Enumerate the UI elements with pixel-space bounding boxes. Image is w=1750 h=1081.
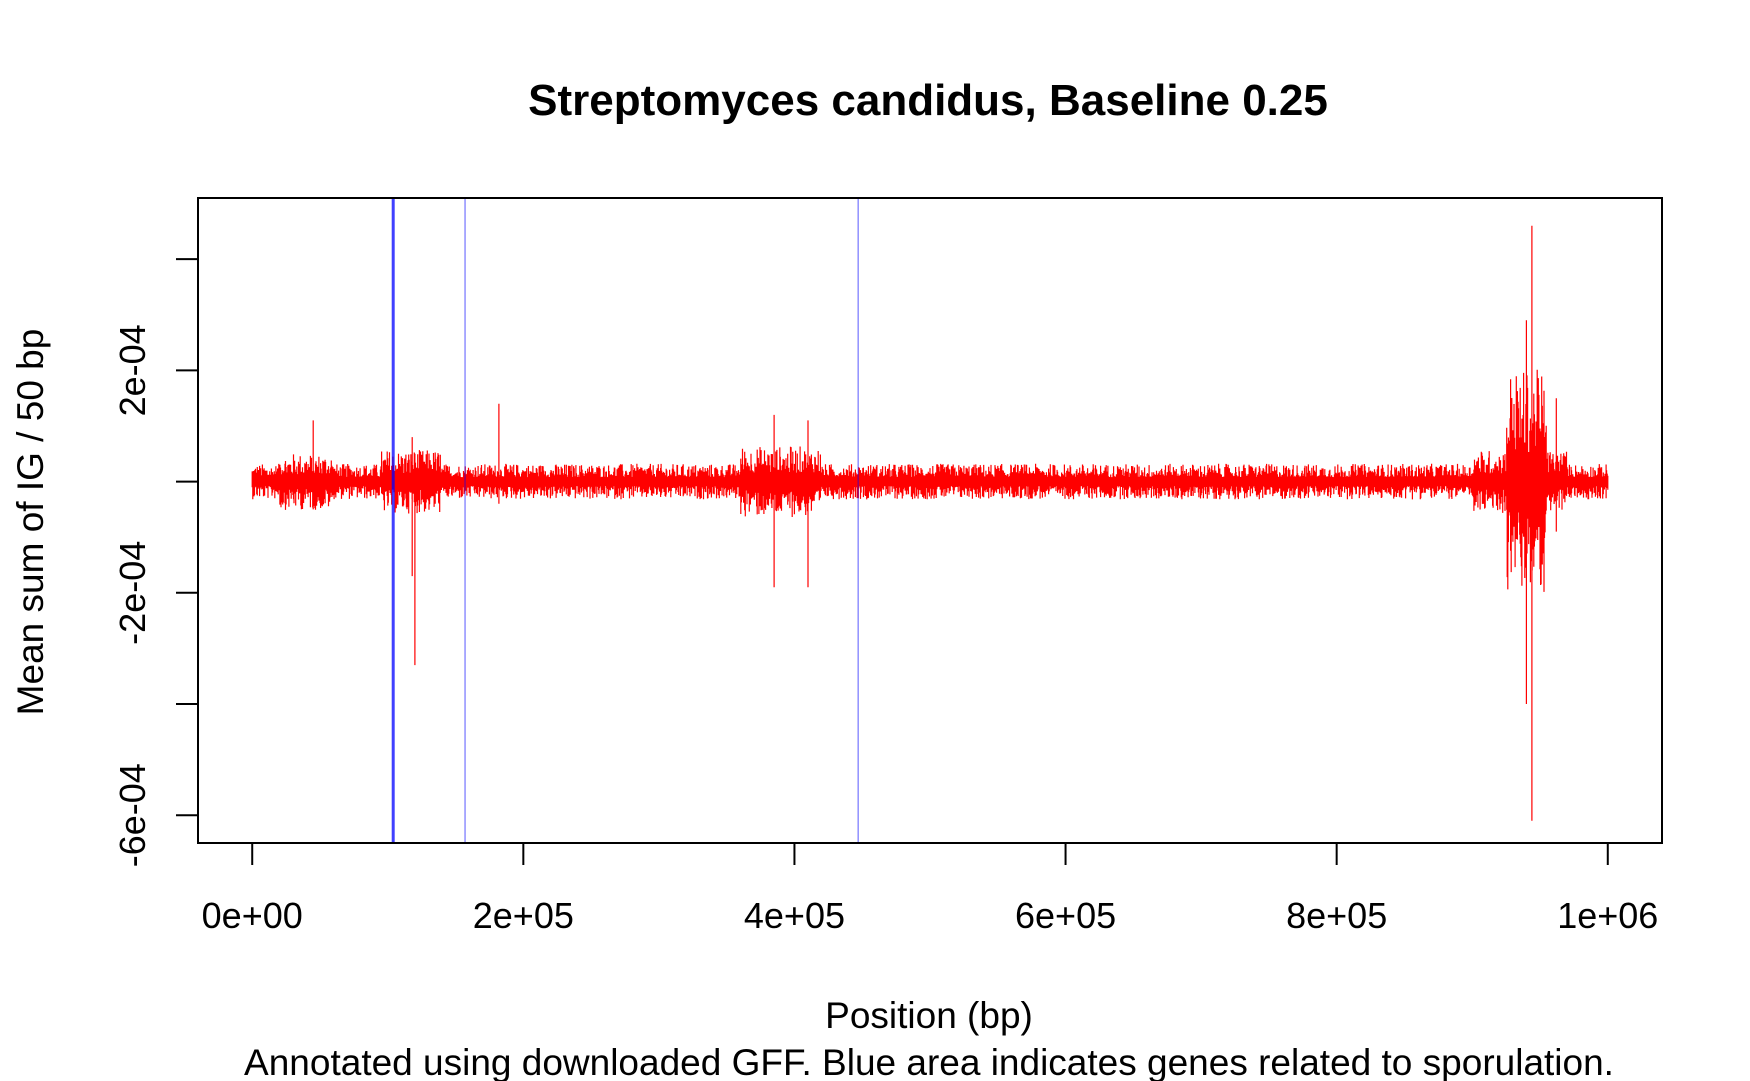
plot-area (251, 198, 1609, 843)
plot-frame (197, 197, 1663, 844)
y-axis-label: Mean sum of IG / 50 bp (10, 329, 51, 716)
x-tick-label: 6e+05 (1015, 895, 1116, 936)
signal-trace (251, 225, 1609, 821)
x-tick-label: 0e+00 (202, 895, 303, 936)
x-tick-label: 8e+05 (1286, 895, 1387, 936)
y-axis: -6e-04 -2e-04 2e-04 (112, 258, 199, 867)
x-axis-label: Position (bp) (825, 995, 1033, 1036)
sporulation-markers (391, 198, 859, 843)
x-tick-label: 1e+06 (1557, 895, 1658, 936)
x-tick-label: 4e+05 (744, 895, 845, 936)
ig-signal-series (251, 225, 1609, 821)
y-tick-label: -6e-04 (112, 763, 153, 867)
chart-title: Streptomyces candidus, Baseline 0.25 (528, 76, 1328, 125)
y-tick-label: -2e-04 (112, 541, 153, 645)
chart-subtitle: Annotated using downloaded GFF. Blue are… (244, 1042, 1614, 1081)
y-tick-label: 2e-04 (112, 324, 153, 416)
x-tick-label: 2e+05 (473, 895, 574, 936)
x-axis: 0e+00 2e+05 4e+05 6e+05 8e+05 1e+06 (202, 842, 1658, 936)
